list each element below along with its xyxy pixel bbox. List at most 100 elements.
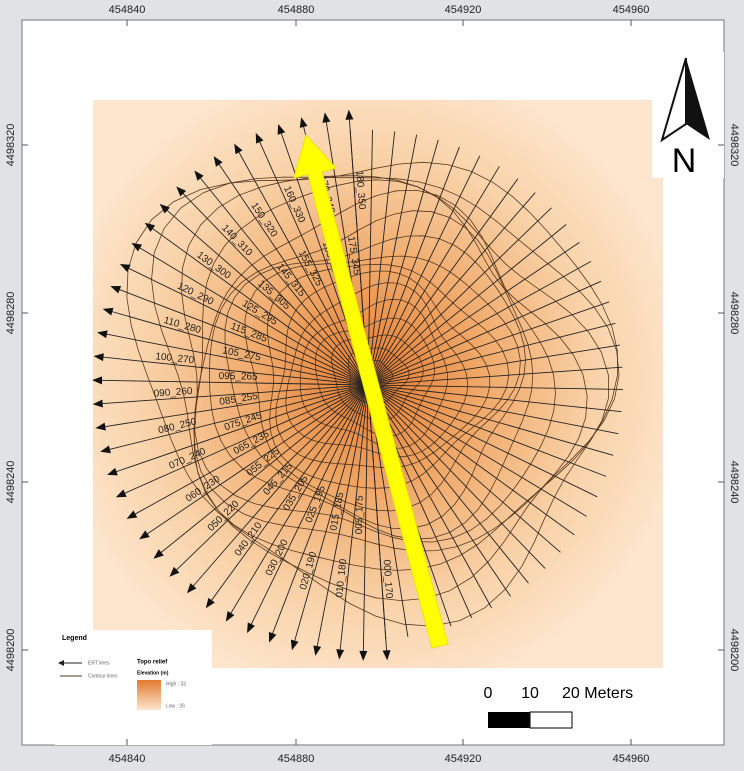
- ert-label: 000_170: [381, 559, 395, 599]
- north-arrow-half: [660, 57, 687, 143]
- ert-line: [159, 224, 567, 555]
- scale-segment: [488, 712, 530, 728]
- x-coordinate: 454880: [278, 4, 315, 16]
- ert-arrowhead: [336, 649, 345, 660]
- ert-label: 090_260: [153, 386, 193, 400]
- contour: [299, 298, 448, 449]
- ert-arrowhead: [205, 597, 215, 609]
- x-coordinate: 454960: [613, 4, 650, 16]
- ert-arrowhead: [153, 549, 164, 559]
- legend-ramp: [137, 680, 161, 710]
- ert-arrowhead: [100, 445, 111, 454]
- ert-arrowhead: [186, 583, 197, 594]
- north-arrow-half: [686, 58, 710, 140]
- contour: [275, 270, 491, 469]
- ert-line: [104, 333, 619, 435]
- ert-line: [100, 366, 623, 405]
- contour: [208, 210, 534, 540]
- legend-raster-title: Topo relief: [137, 660, 168, 666]
- north-arrow: N: [652, 52, 724, 180]
- ert-label: 005_175: [354, 495, 366, 535]
- y-coordinate: 4498320: [5, 124, 17, 167]
- ert-arrowhead: [159, 203, 170, 214]
- ert-arrowhead: [107, 467, 118, 476]
- contour: [285, 282, 469, 458]
- ert-arrowhead: [176, 186, 187, 197]
- ert-arrowhead: [194, 170, 204, 181]
- scale-label: 10: [521, 685, 539, 702]
- ert-arrowhead: [322, 112, 331, 123]
- scale-segment: [529, 711, 573, 729]
- ert-label: 100_270: [155, 351, 195, 366]
- ert-arrowhead: [382, 650, 391, 661]
- ert-arrowhead: [268, 631, 277, 643]
- ert-arrowhead: [126, 510, 138, 519]
- ert-label: 010_180: [334, 558, 349, 598]
- ert-arrowhead: [345, 109, 354, 120]
- scale-label: 20 Meters: [562, 685, 633, 702]
- y-coordinate: 4498240: [5, 461, 17, 504]
- scale-bar: 0 10 20 Meters: [484, 685, 633, 729]
- x-coordinate: 454880: [278, 753, 315, 765]
- ert-line: [100, 379, 623, 390]
- ert-line: [114, 301, 610, 473]
- contour: [181, 175, 609, 571]
- ert-arrowhead: [115, 489, 127, 498]
- north-label: N: [672, 142, 697, 180]
- contour: [224, 235, 526, 530]
- y-coordinate: 4498280: [5, 292, 17, 335]
- ert-arrowhead: [93, 353, 104, 362]
- x-coordinate: 454920: [445, 4, 482, 16]
- ert-label: 180_350: [353, 170, 367, 210]
- ert-arrowhead: [299, 117, 308, 128]
- ert-arrowhead: [359, 650, 368, 661]
- ert-arrowhead: [95, 422, 106, 431]
- ert-arrowhead: [92, 376, 103, 385]
- contour: [193, 179, 588, 552]
- ert-line: [133, 260, 592, 516]
- ert-line: [101, 356, 622, 413]
- x-coordinate: 454840: [109, 753, 146, 765]
- contour: [244, 255, 521, 512]
- y-coordinate: 4498280: [728, 292, 740, 335]
- ert-line: [103, 344, 620, 428]
- legend-item: ERT lines: [88, 660, 110, 666]
- y-coordinate: 4498240: [728, 461, 740, 504]
- ert-arrowhead: [277, 124, 286, 135]
- x-coordinate: 454960: [613, 753, 650, 765]
- legend-swatch: [58, 660, 64, 666]
- ert-label: 095_265: [219, 371, 259, 383]
- ert-arrowhead: [144, 222, 156, 232]
- contour: [151, 176, 620, 602]
- ert-arrowhead: [247, 622, 255, 634]
- x-coordinate: 454840: [109, 4, 146, 16]
- y-coordinate: 4498320: [728, 124, 740, 167]
- ert-arrowhead: [110, 285, 122, 294]
- ert-arrowhead: [139, 530, 150, 540]
- ert-line: [110, 310, 614, 456]
- legend: Legend ERT lines Contour lines Topo reli…: [55, 630, 212, 745]
- legend-raster-subtitle: Elevation (m): [137, 670, 169, 676]
- yellow-arrow: [293, 133, 449, 649]
- legend-box: [55, 630, 212, 745]
- legend-low: Low : 26: [166, 703, 185, 709]
- ert-line: [174, 207, 552, 572]
- y-coordinate: 4498200: [728, 629, 740, 672]
- ert-line: [145, 242, 580, 536]
- ert-arrowhead: [169, 566, 180, 577]
- ert-arrowhead: [255, 132, 264, 144]
- x-coordinate: 454920: [445, 753, 482, 765]
- ert-line: [107, 322, 616, 451]
- ert-arrowhead: [313, 645, 322, 656]
- ert-arrowhead: [97, 330, 108, 339]
- legend-title: Legend: [62, 635, 87, 642]
- ert-arrowhead: [225, 610, 235, 622]
- y-coordinate: 4498200: [5, 629, 17, 672]
- legend-high: High : 33: [166, 681, 186, 687]
- legend-item: Contour lines: [88, 673, 118, 679]
- ert-line: [122, 280, 602, 495]
- ert-line: [117, 288, 607, 477]
- ert-arrowhead: [92, 399, 103, 408]
